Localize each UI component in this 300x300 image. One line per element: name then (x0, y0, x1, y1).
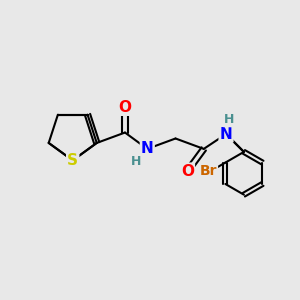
Text: N: N (141, 141, 154, 156)
Text: H: H (224, 113, 234, 126)
Text: S: S (67, 153, 78, 168)
Text: Br: Br (200, 164, 217, 178)
Text: H: H (131, 155, 141, 168)
Text: O: O (181, 164, 194, 179)
Text: O: O (118, 100, 131, 115)
Text: N: N (220, 127, 232, 142)
